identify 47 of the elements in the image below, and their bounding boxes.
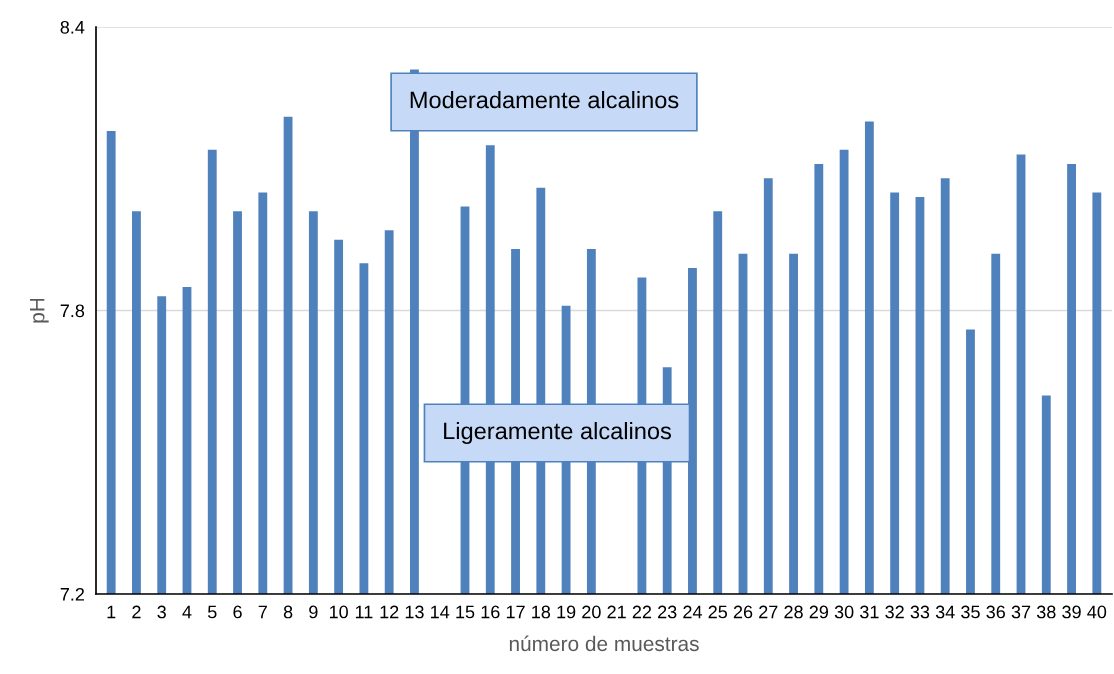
x-tick-label: 29 xyxy=(809,605,829,619)
x-tick-label: 36 xyxy=(986,605,1005,619)
x-tick-label: 10 xyxy=(329,605,348,619)
x-tick-label: 28 xyxy=(784,605,803,619)
y-axis-title: pH xyxy=(30,298,49,323)
x-tick-label: 30 xyxy=(834,605,854,619)
x-tick-label: 15 xyxy=(456,605,475,619)
x-tick-label: 37 xyxy=(1011,605,1031,619)
x-tick-label: 8 xyxy=(283,605,293,619)
x-tick-label: 5 xyxy=(207,605,217,619)
annotation: Moderadamente alcalinos xyxy=(410,91,679,109)
x-tick-label: 40 xyxy=(1087,605,1107,619)
x-tick-label: 6 xyxy=(233,605,242,619)
x-tick-label: 20 xyxy=(582,605,601,619)
x-tick-label: 9 xyxy=(309,605,318,619)
x-tick-label: 21 xyxy=(607,605,626,619)
x-tick-label: 13 xyxy=(405,605,424,619)
x-tick-label: 25 xyxy=(708,605,728,619)
x-tick-label: 12 xyxy=(380,605,399,619)
x-tick-label: 16 xyxy=(481,605,500,619)
x-tick-label: 24 xyxy=(683,605,702,619)
x-tick-label: 32 xyxy=(885,605,904,619)
y-tick-label: 8.4 xyxy=(60,20,85,34)
x-tick-label: 39 xyxy=(1062,605,1081,619)
x-tick-label: 34 xyxy=(935,605,955,619)
x-tick-label: 17 xyxy=(506,605,525,619)
x-tick-label: 11 xyxy=(355,605,373,619)
x-tick-label: 22 xyxy=(632,605,652,619)
x-tick-label: 31 xyxy=(860,605,879,619)
y-tick-label: 7.8 xyxy=(60,304,85,318)
annotation: Ligeramente alcalinos xyxy=(444,421,671,445)
x-tick-label: 3 xyxy=(157,605,166,619)
y-tick-label: 7.2 xyxy=(60,587,84,601)
x-tick-label: 26 xyxy=(733,605,753,619)
x-tick-label: 35 xyxy=(961,605,980,619)
x-tick-label: 4 xyxy=(182,605,192,619)
x-tick-label: 7 xyxy=(258,605,267,619)
x-tick-label: 14 xyxy=(431,605,450,619)
x-tick-label: 19 xyxy=(557,605,576,619)
x-tick-label: 27 xyxy=(759,605,778,619)
x-tick-label: 23 xyxy=(658,605,677,619)
x-axis-title: número de muestras xyxy=(509,635,699,652)
x-tick-label: 18 xyxy=(532,605,551,619)
x-tick-label: 33 xyxy=(910,605,930,619)
x-tick-label: 1 xyxy=(107,605,116,619)
x-tick-label: 2 xyxy=(132,605,141,619)
x-tick-label: 38 xyxy=(1036,605,1056,619)
